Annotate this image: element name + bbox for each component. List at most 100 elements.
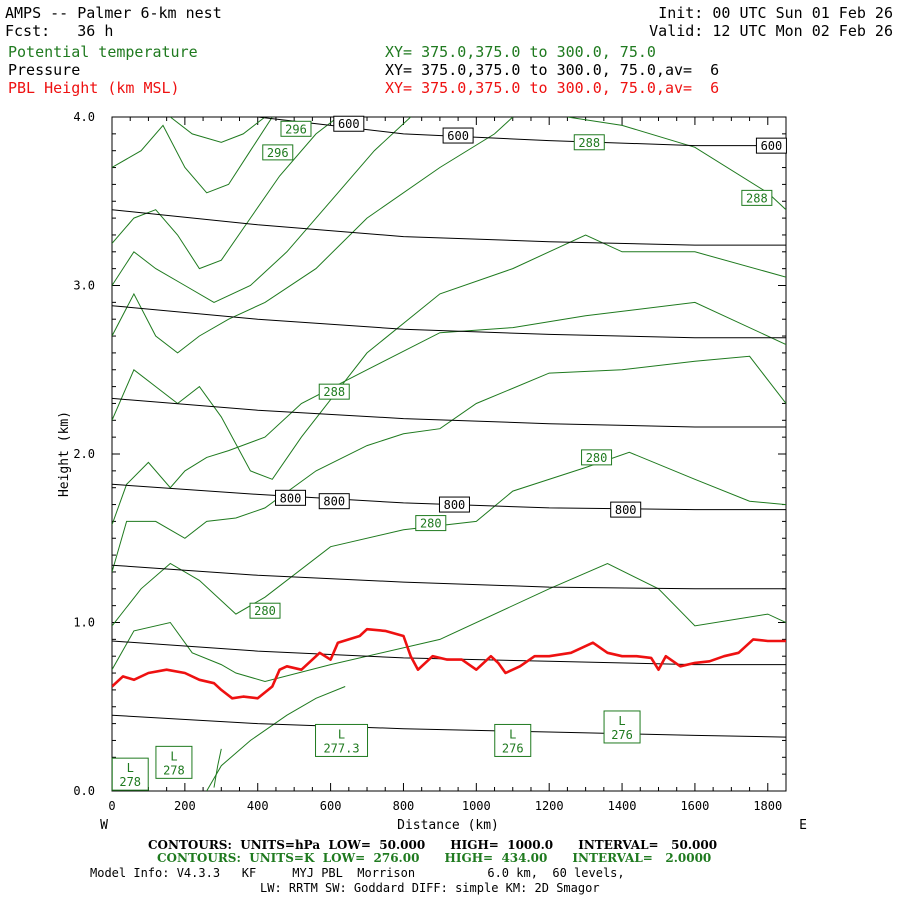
pbl-height-line [112,627,786,700]
y-tick-label: 3.0 [73,279,95,293]
x-tick-label: 1600 [680,799,709,813]
forecast-hour: Fcst: 36 h [5,22,114,40]
pressure-label: 800 [444,498,466,512]
low-marker-box [155,745,193,779]
theta-contour-280 [112,451,786,627]
pressure-label-box [755,137,787,154]
theta-contour-278 [213,748,222,788]
theta-contour-294 [112,117,273,194]
pressure-contour-600 [257,117,786,147]
theta-label-box [249,602,281,619]
theta-contour-296 [169,117,266,143]
pressure-label-box [442,127,474,144]
low-marker-box [315,723,369,757]
theta-contour-286 [112,234,786,480]
y-tick-label: 0.0 [73,784,95,798]
pressure-label: 600 [338,117,360,131]
x-tick-label: 1000 [462,799,491,813]
pressure-contour-800 [112,483,786,511]
field2-xy: XY= 375.0,375.0 to 300.0, 75.0,av= 6 [385,61,720,79]
init-time: Init: 00 UTC Sun 01 Feb 26 [658,4,893,22]
y-tick-label: 2.0 [73,447,95,461]
low-marker-box [111,757,149,791]
pressure-label-box [610,501,642,518]
theta-label-box [415,515,447,532]
x-axis-title: Distance (km) [397,818,499,833]
y-tick-label: 1.0 [73,616,95,630]
model-title: AMPS -- Palmer 6-km nest [5,4,222,22]
theta-contour-292 [112,117,339,270]
y-axis-title: Height (km) [57,411,72,497]
pressure-label: 800 [323,495,345,509]
pressure-label: 800 [615,503,637,517]
x-tick-label: 600 [320,799,342,813]
plot-frame [111,116,787,792]
theta-label-box [741,189,773,206]
theta-contour-288 [112,117,514,354]
pressure-label: 800 [280,491,302,505]
pressure-contour-950 [112,714,786,738]
theta-label-box [318,383,350,400]
pressure-contour-700 [112,305,786,339]
theta-label: 296 [267,146,289,160]
theta-label-box [262,144,294,161]
field2-name: Pressure [8,61,81,79]
x-tick-label: 1400 [608,799,637,813]
low-marker-value: 277.3 [323,741,359,755]
theta-label: 288 [746,191,768,205]
field3-name: PBL Height (km MSL) [8,79,180,97]
low-marker-letter: L [170,749,177,763]
pressure-contour-650 [112,209,786,246]
east-label: E [799,818,807,833]
valid-time: Valid: 12 UTC Mon 02 Feb 26 [649,22,893,40]
theta-label: 296 [285,122,307,136]
theta-label-box [573,134,605,151]
low-marker-letter: L [338,727,345,741]
x-tick-label: 400 [247,799,269,813]
y-tick-label: 4.0 [73,110,95,124]
x-tick-label: 1200 [535,799,564,813]
model-info-physics: LW: RRTM SW: Goddard DIFF: simple KM: 2D… [260,881,600,895]
low-marker-value: 276 [502,741,524,755]
theta-label: 280 [586,451,608,465]
theta-contour-288 [567,117,786,211]
field1-xy: XY= 375.0,375.0 to 300.0, 75.0 [385,43,656,61]
theta-label: 288 [323,385,345,399]
pressure-contour-850 [112,564,786,590]
theta-contour-290 [112,117,412,303]
low-marker-letter: L [618,714,625,728]
low-marker-value: 278 [119,775,141,789]
pressure-label-box [275,489,307,506]
pressure-contour-info: CONTOURS: UNITS=hPa LOW= 50.000 HIGH= 10… [148,838,718,852]
theta-contour-284 [112,301,786,525]
x-tick-label: 800 [393,799,415,813]
theta-label: 280 [420,517,442,531]
pressure-label: 600 [761,139,783,153]
theta-contour-282 [112,355,786,573]
west-label: W [100,818,108,833]
x-tick-label: 0 [108,799,115,813]
theta-contour-276 [206,686,346,791]
pressure-label: 600 [447,129,469,143]
theta-label-box [581,449,613,466]
low-marker-box [603,710,641,744]
low-marker-letter: L [127,761,134,775]
pressure-contour-900 [112,640,786,666]
theta-label: 288 [578,136,600,150]
field1-name: Potential temperature [8,43,198,61]
pressure-label-box [333,115,365,132]
low-marker-box [494,723,532,757]
x-tick-label: 200 [174,799,196,813]
pressure-contour-750 [112,397,786,428]
theta-label: 280 [254,604,276,618]
pressure-label-box [438,496,470,513]
low-marker-letter: L [509,727,516,741]
cross-section-chart: 0 200 400 600 800 1000 1200 1400 1600 1800 0.0 1.0 2… [57,110,807,833]
pressure-label-box [318,493,350,510]
field3-xy: XY= 375.0,375.0 to 300.0, 75.0,av= 6 [385,79,720,97]
theta-label-box [280,120,312,137]
low-marker-value: 278 [163,763,185,777]
model-info: Model Info: V4.3.3 KF MYJ PBL Morrison 6… [90,866,625,880]
x-tick-label: 1800 [753,799,782,813]
low-marker-value: 276 [611,728,633,742]
